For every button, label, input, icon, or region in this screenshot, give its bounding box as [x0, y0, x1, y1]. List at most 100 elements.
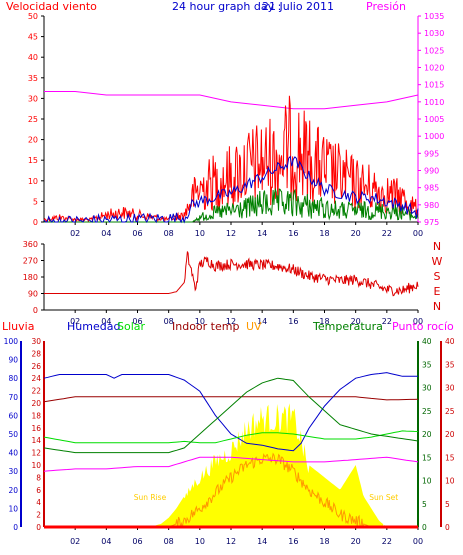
dewpoint-y-tick-label: 0	[445, 523, 450, 532]
compass-letter: W	[432, 255, 443, 268]
wind-x-tick-label: 12	[226, 229, 236, 238]
dewpoint-y-tick-label: 25	[445, 407, 455, 416]
multi-x-tick-label: 04	[101, 537, 111, 546]
legend-label: Indoor temp	[172, 320, 239, 333]
wind-gust-series	[43, 95, 419, 223]
rain-y-tick-label: 70	[8, 393, 18, 402]
multi-x-tick-label: 14	[257, 537, 267, 546]
humidity-y-tick-label: 24	[31, 374, 41, 383]
direction-x-tick-label: 12	[226, 317, 236, 326]
humidity-y-tick-label: 4	[36, 498, 41, 507]
humidity-y-tick-label: 14	[31, 436, 41, 445]
temperature-y-tick-label: 20	[422, 430, 432, 439]
multi-x-tick-label: 22	[382, 537, 392, 546]
wind-y-tick-label: 20	[28, 136, 38, 145]
humidity-y-tick-label: 16	[31, 424, 41, 433]
wind-y-tick-label: 35	[28, 74, 38, 83]
rain-y-tick-label: 60	[8, 411, 18, 420]
dewpoint-y-tick-label: 10	[445, 477, 455, 486]
humidity-y-tick-label: 20	[31, 399, 41, 408]
dewpoint-y-tick-label: 15	[445, 453, 455, 462]
temperature-series	[43, 377, 419, 454]
wind-speed-label: Velocidad viento	[6, 0, 97, 13]
solar-radiation-fill	[44, 403, 418, 527]
rain-y-tick-label: 30	[8, 467, 18, 476]
pressure-y-tick-label: 975	[424, 218, 439, 227]
rain-y-tick-label: 10	[8, 504, 18, 513]
wind-x-tick-label: 08	[164, 229, 174, 238]
multi-x-tick-label: 02	[70, 537, 80, 546]
dewpoint-y-tick-label: 20	[445, 430, 455, 439]
wind-y-tick-label: 0	[33, 218, 38, 227]
wind-average-series	[43, 155, 419, 224]
pressure-y-tick-label: 1005	[424, 115, 444, 124]
direction-x-tick-label: 08	[164, 317, 174, 326]
rain-y-tick-label: 100	[4, 337, 19, 346]
humidity-y-tick-label: 18	[31, 411, 41, 420]
wind-y-tick-label: 40	[28, 53, 38, 62]
humidity-series	[43, 372, 418, 452]
humidity-y-tick-label: 0	[36, 523, 41, 532]
pressure-y-tick-label: 1000	[424, 132, 444, 141]
indoor-temp-series	[43, 396, 419, 403]
humidity-y-tick-label: 26	[31, 362, 41, 371]
multi-x-tick-label: 00	[413, 537, 423, 546]
pressure-y-tick-label: 980	[424, 201, 439, 210]
temperature-y-tick-label: 10	[422, 477, 432, 486]
direction-y-tick-label: 360	[23, 240, 38, 249]
legend-label: UV	[246, 320, 262, 333]
wind-x-tick-label: 16	[288, 229, 298, 238]
temperature-y-tick-label: 15	[422, 453, 432, 462]
rain-y-tick-label: 0	[13, 523, 18, 532]
rain-y-tick-label: 80	[8, 374, 18, 383]
temperature-y-tick-label: 25	[422, 407, 432, 416]
compass-letter: N	[433, 240, 441, 253]
direction-y-tick-label: 270	[23, 257, 38, 266]
legend-label: Humedad	[67, 320, 120, 333]
humidity-y-tick-label: 8	[36, 473, 41, 482]
wind-y-tick-label: 25	[28, 115, 38, 124]
wind-x-tick-label: 22	[382, 229, 392, 238]
wind-y-tick-label: 50	[28, 12, 38, 21]
wind-x-tick-label: 18	[319, 229, 329, 238]
sunrise-label: Sun Rise	[134, 493, 167, 502]
temperature-y-tick-label: 0	[422, 523, 427, 532]
humidity-y-tick-label: 2	[36, 511, 41, 520]
direction-x-tick-label: 20	[351, 317, 361, 326]
temperature-y-tick-label: 5	[422, 500, 427, 509]
wind-x-tick-label: 06	[132, 229, 142, 238]
rain-y-tick-label: 90	[8, 356, 18, 365]
direction-x-tick-label: 22	[382, 317, 392, 326]
pressure-y-tick-label: 1010	[424, 98, 444, 107]
direction-x-tick-label: 06	[132, 317, 142, 326]
wind-x-tick-label: 00	[413, 229, 423, 238]
temperature-y-tick-label: 30	[422, 384, 432, 393]
wind-x-tick-label: 14	[257, 229, 267, 238]
pressure-y-tick-label: 1025	[424, 46, 444, 55]
pressure-y-tick-label: 1015	[424, 81, 444, 90]
wind-y-tick-label: 30	[28, 94, 38, 103]
wind-y-tick-label: 5	[33, 197, 38, 206]
dewpoint-y-tick-label: 30	[445, 384, 455, 393]
humidity-y-tick-label: 12	[31, 449, 41, 458]
rain-y-tick-label: 40	[8, 449, 18, 458]
multi-x-tick-label: 16	[288, 537, 298, 546]
direction-x-tick-label: 04	[101, 317, 111, 326]
compass-letter: E	[434, 285, 441, 298]
multi-x-tick-label: 06	[132, 537, 142, 546]
rain-y-tick-label: 20	[8, 486, 18, 495]
wind-y-tick-label: 15	[28, 156, 38, 165]
humidity-y-tick-label: 10	[31, 461, 41, 470]
compass-letter: S	[434, 270, 441, 283]
wind-direction-series	[44, 251, 419, 297]
humidity-y-tick-label: 28	[31, 349, 41, 358]
direction-y-tick-label: 180	[23, 273, 38, 282]
humidity-y-tick-label: 6	[36, 486, 41, 495]
pressure-y-tick-label: 1030	[424, 29, 444, 38]
rain-y-tick-label: 50	[8, 430, 18, 439]
wind-x-tick-label: 20	[351, 229, 361, 238]
legend-label: Temperatura	[312, 320, 383, 333]
wind-y-tick-label: 10	[28, 177, 38, 186]
